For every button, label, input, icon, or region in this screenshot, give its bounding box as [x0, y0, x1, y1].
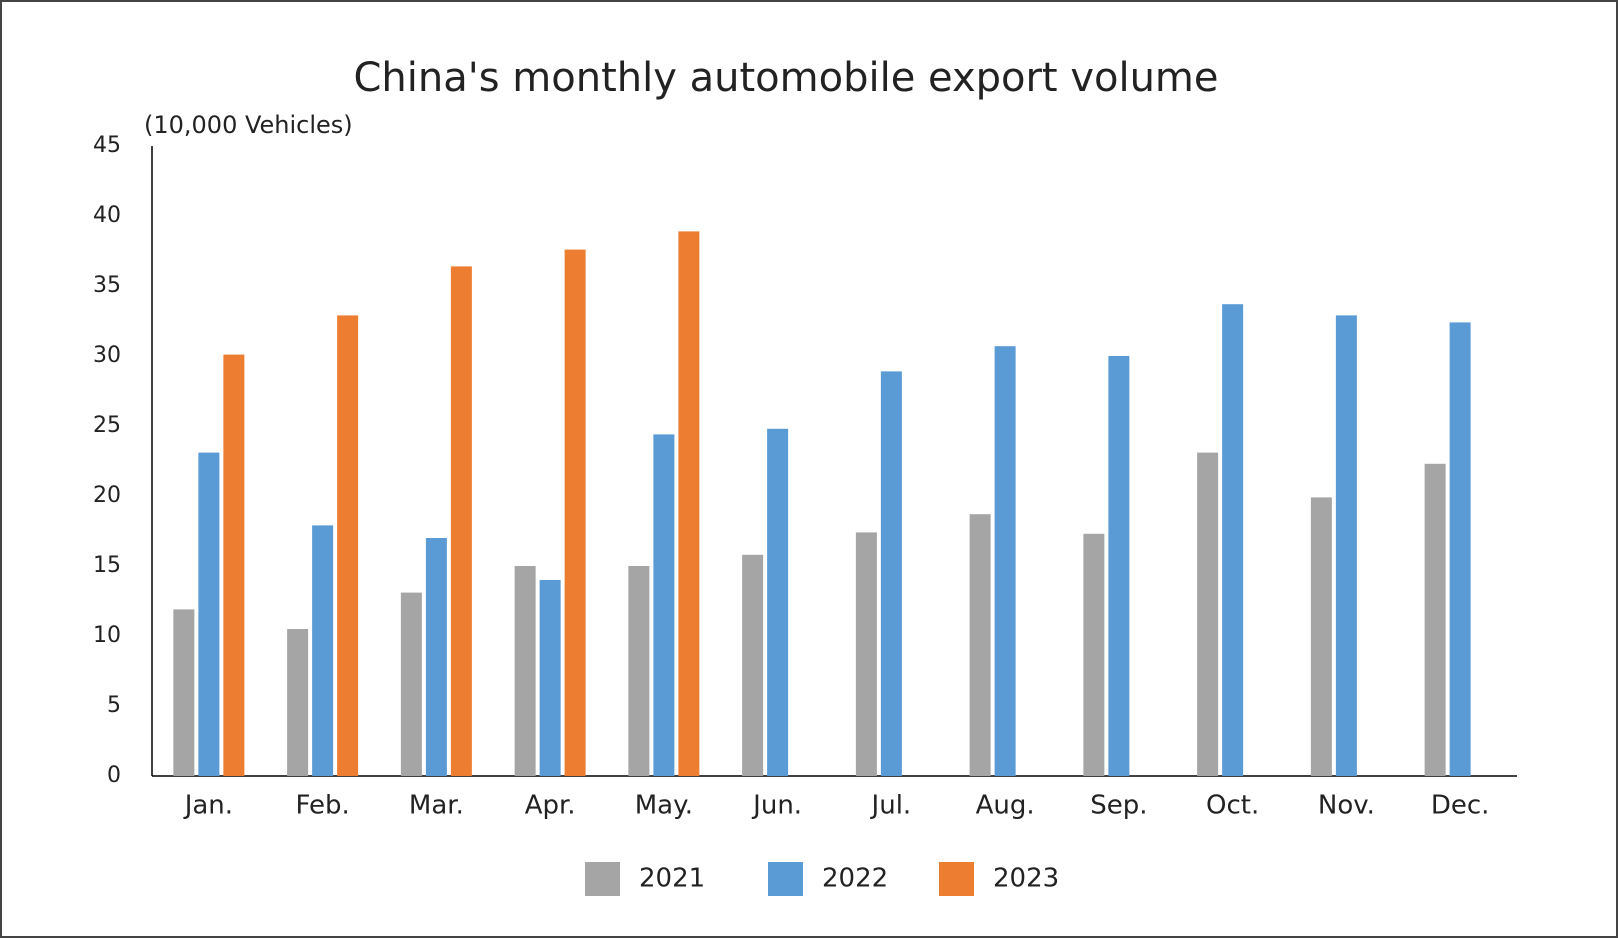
bar — [1449, 322, 1471, 776]
x-tick-label: Dec. — [1431, 791, 1490, 821]
bar — [1108, 356, 1130, 776]
bar — [1222, 304, 1244, 776]
bar — [678, 231, 700, 776]
legend-label: 2022 — [822, 864, 888, 894]
bar — [742, 554, 764, 776]
bar — [564, 249, 586, 777]
bar — [1083, 533, 1105, 776]
bar — [1197, 452, 1219, 776]
bar — [337, 315, 359, 776]
y-tick-label: 30 — [93, 343, 121, 368]
bar — [539, 580, 561, 776]
legend-label: 2023 — [993, 864, 1059, 894]
x-tick-label: Aug. — [976, 791, 1035, 821]
x-tick-label: Sep. — [1090, 791, 1147, 821]
legend-label: 2021 — [639, 864, 705, 894]
x-tick-label: Oct. — [1206, 791, 1259, 821]
y-tick-label: 20 — [93, 483, 121, 508]
bar — [653, 434, 675, 776]
x-tick-label: Feb. — [295, 791, 349, 821]
chart-title: China's monthly automobile export volume — [354, 55, 1219, 101]
bar — [1335, 315, 1357, 776]
x-tick-label: Nov. — [1318, 791, 1375, 821]
x-tick-label: Jun. — [751, 791, 802, 821]
legend-swatch — [768, 862, 803, 896]
x-tick-label: Jul. — [870, 791, 912, 821]
x-tick-label: Jan. — [183, 791, 233, 821]
bar — [1310, 497, 1332, 776]
bar — [514, 566, 536, 776]
x-tick-label: May. — [635, 791, 693, 821]
bar — [880, 371, 902, 776]
bar — [425, 538, 447, 776]
bar — [1424, 463, 1446, 776]
bar — [767, 428, 789, 776]
bar — [312, 525, 334, 776]
bar — [198, 452, 220, 776]
bar — [855, 532, 877, 776]
y-tick-label: 25 — [93, 413, 121, 438]
bar — [628, 566, 650, 776]
y-tick-label: 35 — [93, 273, 121, 298]
bar — [223, 354, 245, 776]
bar — [173, 609, 195, 776]
y-tick-label: 10 — [93, 623, 121, 648]
bar — [400, 592, 422, 776]
y-axis-label: (10,000 Vehicles) — [144, 111, 353, 139]
bar — [969, 514, 991, 776]
x-tick-label: Apr. — [525, 791, 576, 821]
y-tick-label: 15 — [93, 553, 121, 578]
y-tick-label: 0 — [107, 763, 121, 788]
legend-swatch — [585, 862, 620, 896]
bar — [287, 629, 309, 776]
x-tick-label: Mar. — [409, 791, 464, 821]
y-tick-label: 40 — [93, 203, 121, 228]
legend-swatch — [939, 862, 974, 896]
bar — [450, 266, 472, 776]
y-tick-label: 45 — [93, 133, 121, 158]
bar — [994, 346, 1016, 776]
y-tick-label: 5 — [107, 693, 121, 718]
